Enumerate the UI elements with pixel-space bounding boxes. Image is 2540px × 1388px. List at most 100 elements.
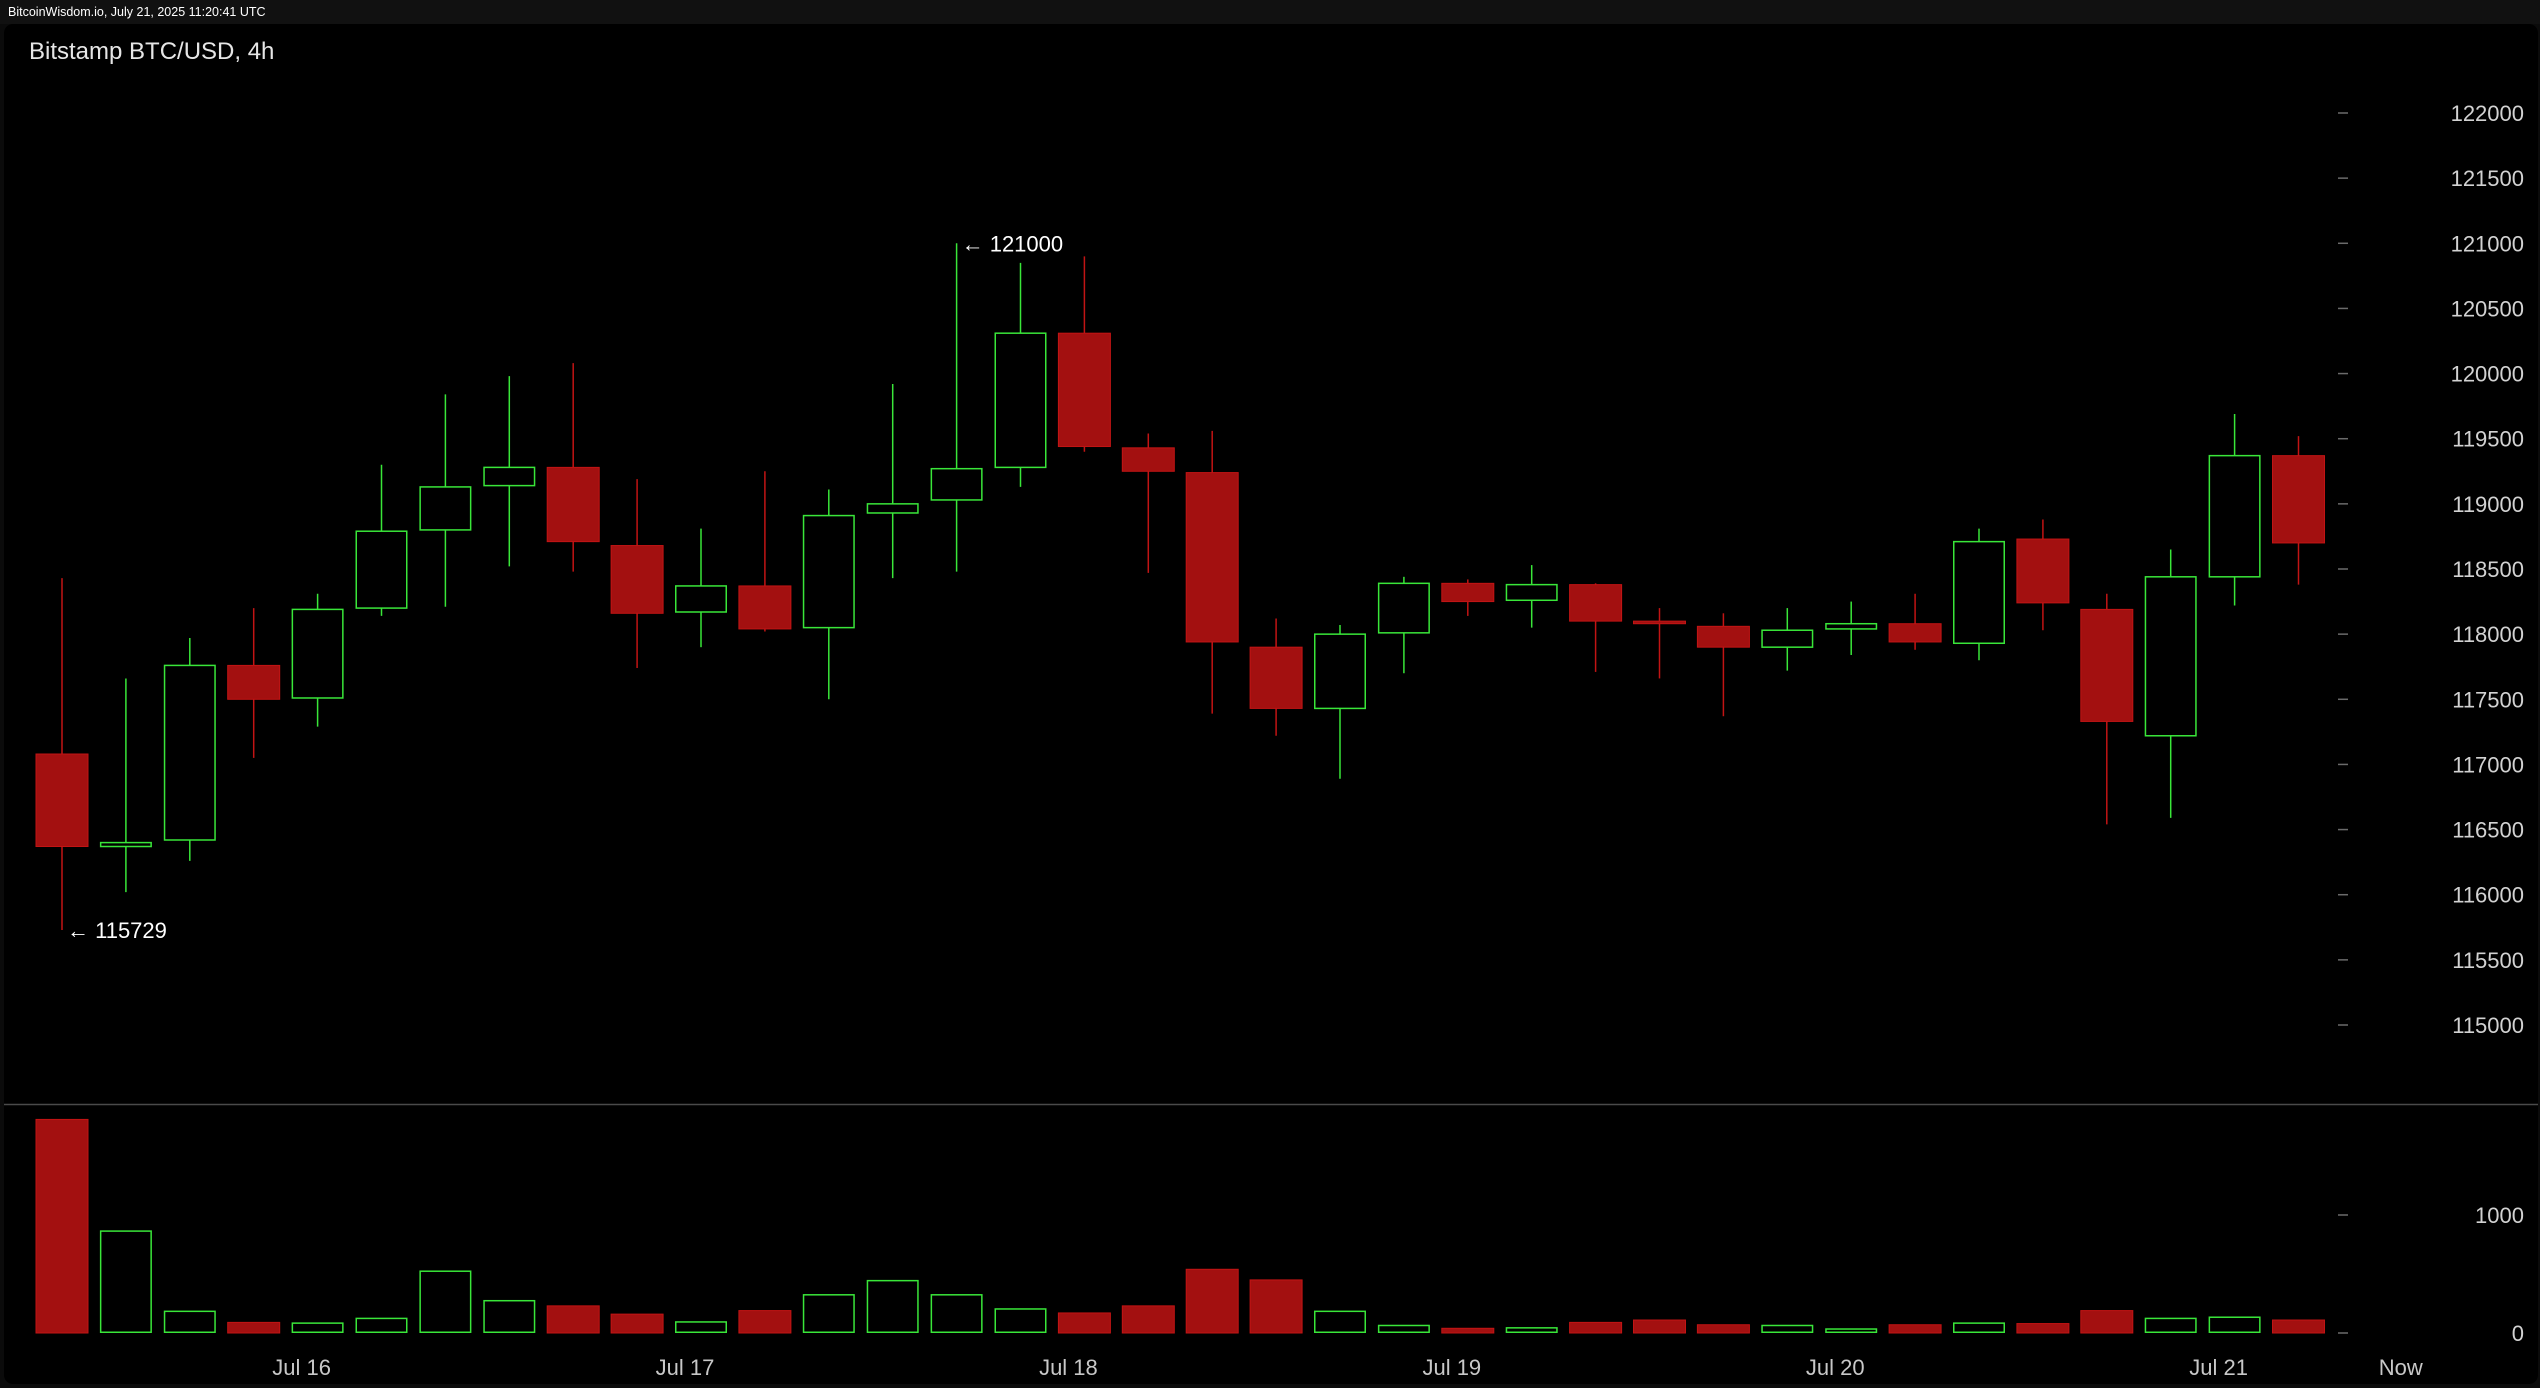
header-bar: BitcoinWisdom.io, July 21, 2025 11:20:41… [0,0,2540,24]
candle-body [483,466,536,487]
price-tick-label: 122000 [2451,101,2524,126]
chart-panel[interactable]: Bitstamp BTC/USD, 4h 115000 115500 116000 1… [4,24,2538,1384]
candle-body [99,841,152,848]
volume-bar [994,1308,1047,1333]
candle-body [1569,584,1623,622]
volume-bar [866,1279,919,1334]
volume-bar [930,1294,983,1334]
candle-body [866,503,919,514]
candle-body [2208,454,2261,578]
candle-body [1185,472,1239,643]
volume-bar [1505,1327,1558,1333]
volume-bar [2272,1319,2325,1334]
price-tick-label: 118500 [2452,557,2524,582]
time-axis-label: Jul 21 [2189,1355,2248,1380]
candle-body [802,514,855,629]
chart-title: Bitstamp BTC/USD, 4h [29,38,274,65]
candle-body [419,486,472,531]
price-tick-label: 120000 [2451,362,2524,387]
volume-bar [1953,1322,2005,1334]
volume-bar [1121,1305,1175,1334]
time-axis-label: Jul 18 [1039,1355,1098,1380]
candle-body [291,608,344,699]
candle-body [1633,620,1686,625]
volume-bar [355,1317,408,1334]
candle-body [1953,540,2005,645]
candle-body [1505,583,1558,602]
candle-body [163,664,216,841]
volume-bar [546,1305,600,1334]
time-axis: Jul 16 Jul 17 Jul 18 Jul 19 Jul 20 Jul 21 Now [272,1355,2423,1380]
volume-bar [1633,1319,1686,1334]
candle-body [2080,608,2134,722]
price-tick-label: 115000 [2452,1013,2524,1038]
volume-bar [1441,1327,1495,1334]
candle-body [2016,538,2070,604]
volume-bar [802,1294,855,1334]
volume-bar [1377,1324,1430,1333]
candle-body [1696,625,1750,648]
volume-bar [610,1313,664,1334]
candle-body [994,332,1047,469]
volume-axis: 0 1000 [2338,1203,2524,1346]
candlestick-chart[interactable]: Bitstamp BTC/USD, 4h 1150001155001160001… [4,24,2538,1384]
candle-body [546,466,600,543]
candle-body [1057,332,1111,448]
candle-body [1249,646,1303,709]
candle-body [1314,633,1366,710]
volume-bar [291,1322,344,1334]
annotations: ← 121000 ← 115729 [67,231,1063,943]
time-axis-label: Jul 20 [1806,1355,1865,1380]
price-tick-label: 117500 [2452,687,2524,712]
price-tick-label: 121000 [2451,231,2524,256]
time-axis-label: Jul 19 [1422,1355,1481,1380]
volume-bar [1761,1324,1814,1333]
volume-bar [1825,1328,1878,1334]
volume-bar [1888,1324,1942,1334]
volume-bar [483,1299,536,1333]
candle-body [2272,455,2325,544]
volume-bar [2144,1317,2197,1334]
price-tick-label: 117000 [2452,752,2524,777]
price-axis: 115000 115500 116000 116500 117000 117500 1180… [2338,101,2524,1038]
volume-bar [35,1118,89,1334]
volume-bar [2080,1310,2134,1334]
candle-body [2144,576,2197,737]
price-tick-label: 115500 [2452,948,2524,973]
candle-body [738,585,792,630]
volume-bar [2016,1323,2070,1334]
candle-body [610,545,664,614]
volume-tick-label: 0 [2512,1321,2524,1346]
candle-body [930,467,983,501]
candle-body [1888,623,1942,643]
volume-bar [2208,1316,2261,1333]
price-tick-label: 119000 [2452,492,2524,517]
volume-bar [738,1310,792,1334]
price-tick-label: 119500 [2452,427,2524,452]
time-axis-label: Jul 16 [272,1355,331,1380]
candle-body [1121,447,1175,472]
candle-body [1377,582,1430,634]
volume-bar [163,1310,216,1333]
candle-body [227,664,281,700]
price-tick-label: 120500 [2451,296,2524,321]
candle-body [355,530,408,609]
price-annotation: ← 115729 [67,918,167,943]
volume-bar [1249,1279,1303,1334]
candle-body [35,753,89,848]
candles [35,243,2325,931]
volume-tick-label: 1000 [2475,1203,2524,1228]
price-tick-label: 121500 [2451,166,2524,191]
candle-body [1825,622,1878,630]
price-tick-label: 116500 [2452,818,2524,843]
volume-bar [99,1230,152,1333]
volume-bars [35,1118,2325,1334]
volume-bar [675,1321,727,1333]
candle-body [1761,629,1814,648]
volume-bar [1569,1321,1623,1334]
candle-body [1441,582,1495,603]
header-timestamp: BitcoinWisdom.io, July 21, 2025 11:20:41… [8,5,266,19]
volume-bar [1696,1324,1750,1334]
price-tick-label: 118000 [2452,622,2524,647]
volume-bar [1185,1268,1239,1334]
